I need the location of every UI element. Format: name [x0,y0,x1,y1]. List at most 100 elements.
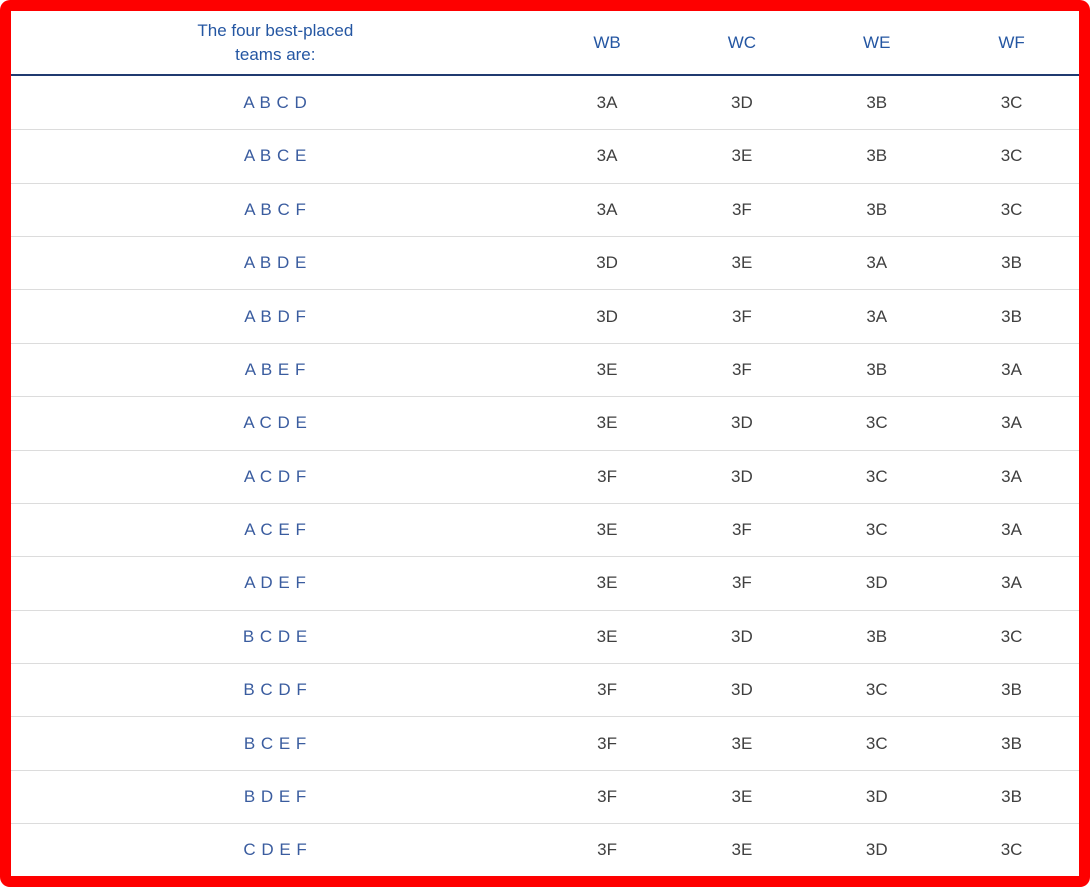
table-row: B D E F 3F 3E 3D 3B [11,770,1079,825]
group-assignment-cell: 3A [539,129,675,184]
group-assignment-cell: 3A [809,289,945,344]
group-assignment-cell: 3A [539,75,675,131]
group-assignment-cell: 3B [809,343,945,398]
table-row: A B E F 3E 3F 3B 3A [11,343,1079,398]
group-assignment-cell: 3E [539,343,675,398]
table-caption: The four best-placed teams are: [197,20,354,64]
group-assignment-cell: 3F [674,183,810,237]
group-assignment-cell: 3A [944,396,1079,451]
group-assignment-cell: 3E [539,503,675,558]
header-row: The four best-placed teams are: WB WC WE… [11,11,1079,76]
group-assignment-cell: 3B [944,663,1079,718]
group-assignment-cell: 3A [539,183,675,237]
teams-combination-cell: A D E F [11,556,540,611]
group-assignment-cell: 3D [674,75,810,131]
table-row: A B D F 3D 3F 3A 3B [11,289,1079,344]
group-assignment-cell: 3A [809,236,945,291]
table-row: B C E F 3F 3E 3C 3B [11,716,1079,771]
group-assignment-cell: 3C [809,716,945,771]
teams-combination-cell: A B E F [11,343,540,398]
group-assignment-cell: 3B [809,183,945,237]
teams-combination-cell: A B D E [11,236,540,291]
table-row: A D E F 3E 3F 3D 3A [11,556,1079,611]
table-row: B C D E 3E 3D 3B 3C [11,610,1079,665]
teams-combination-cell: A B D F [11,289,540,344]
group-assignment-cell: 3D [539,289,675,344]
group-assignment-cell: 3B [809,129,945,184]
table-row: A B C D 3A 3D 3B 3C [11,75,1079,131]
column-header-we: WE [809,11,945,76]
group-assignment-cell: 3B [944,716,1079,771]
best-placed-teams-table: The four best-placed teams are: WB WC WE… [11,11,1079,876]
group-assignment-cell: 3E [674,770,810,825]
group-assignment-cell: 3F [597,840,617,860]
table-row: A B C F 3A 3F 3B 3C [11,183,1079,237]
group-assignment-cell: 3D [674,396,810,451]
group-assignment-cell: 3F [674,503,810,558]
teams-combination-cell: A C D E [11,396,540,451]
teams-combination-cell: A B C F [11,183,540,237]
group-assignment-cell: 3F [539,663,675,718]
group-assignment-cell: 3A [944,503,1079,558]
teams-combination-cell: B C D E [11,610,540,665]
group-assignment-cell: 3D [674,450,810,504]
teams-combination-cell: C D E F [243,840,308,860]
group-assignment-cell: 3E [674,129,810,184]
column-header-wc: WC [674,11,810,76]
teams-combination-cell: B D E F [11,770,540,825]
table-row: A B C E 3A 3E 3B 3C [11,129,1079,184]
teams-combination-cell: B C E F [11,716,540,771]
group-assignment-cell: 3F [674,556,810,611]
group-assignment-cell: 3C [1000,840,1023,860]
table-header: The four best-placed teams are: WB WC WE… [11,11,1079,76]
group-assignment-cell: 3F [674,343,810,398]
group-assignment-cell: 3B [944,770,1079,825]
table-row: A C D E 3E 3D 3C 3A [11,396,1079,451]
group-assignment-cell: 3E [731,840,753,860]
table-row: C D E F 3F 3E 3D 3C [11,824,1079,876]
caption-header-cell: The four best-placed teams are: [11,11,540,76]
table-row: A C D F 3F 3D 3C 3A [11,450,1079,504]
teams-combination-cell: A C E F [11,503,540,558]
table-row: A B D E 3D 3E 3A 3B [11,236,1079,291]
table-row: B C D F 3F 3D 3C 3B [11,663,1079,718]
group-assignment-cell: 3B [809,610,945,665]
group-assignment-cell: 3F [539,770,675,825]
group-assignment-cell: 3E [539,396,675,451]
group-assignment-cell: 3C [809,503,945,558]
group-assignment-cell: 3C [944,183,1079,237]
group-assignment-cell: 3C [944,610,1079,665]
table-row: A C E F 3E 3F 3C 3A [11,503,1079,558]
group-assignment-cell: 3D [809,770,945,825]
group-assignment-cell: 3D [865,840,888,860]
group-assignment-cell: 3C [809,663,945,718]
group-assignment-cell: 3E [674,236,810,291]
group-assignment-cell: 3F [539,450,675,504]
group-assignment-cell: 3C [809,450,945,504]
teams-combination-cell: B C D F [11,663,540,718]
group-assignment-cell: 3E [539,556,675,611]
group-assignment-cell: 3A [944,450,1079,504]
column-header-wb: WB [539,11,675,76]
column-header-wf: WF [944,11,1079,76]
group-assignment-cell: 3F [539,716,675,771]
teams-combination-cell: A B C E [11,129,540,184]
group-assignment-cell: 3A [944,556,1079,611]
group-assignment-cell: 3E [674,716,810,771]
group-assignment-cell: 3C [944,129,1079,184]
teams-combination-cell: A B C D [11,75,540,131]
group-assignment-cell: 3B [809,75,945,131]
group-assignment-cell: 3B [944,289,1079,344]
group-assignment-cell: 3D [674,610,810,665]
group-assignment-cell: 3A [944,343,1079,398]
table-body: A B C D 3A 3D 3B 3C A B C E 3A 3E 3B 3C A B C F 3A 3… [11,75,1079,876]
group-assignment-cell: 3D [674,663,810,718]
teams-combination-cell: A C D F [11,450,540,504]
group-assignment-cell: 3D [539,236,675,291]
group-assignment-cell: 3B [944,236,1079,291]
group-assignment-cell: 3F [674,289,810,344]
group-assignment-cell: 3C [809,396,945,451]
group-assignment-cell: 3E [539,610,675,665]
group-assignment-cell: 3D [809,556,945,611]
